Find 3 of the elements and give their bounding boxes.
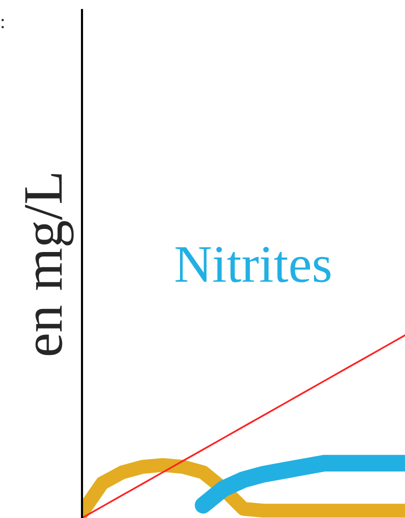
text: : [2,18,4,28]
text: Nitrites [176,246,330,282]
y-axis-title: en mg/L [25,174,74,356]
